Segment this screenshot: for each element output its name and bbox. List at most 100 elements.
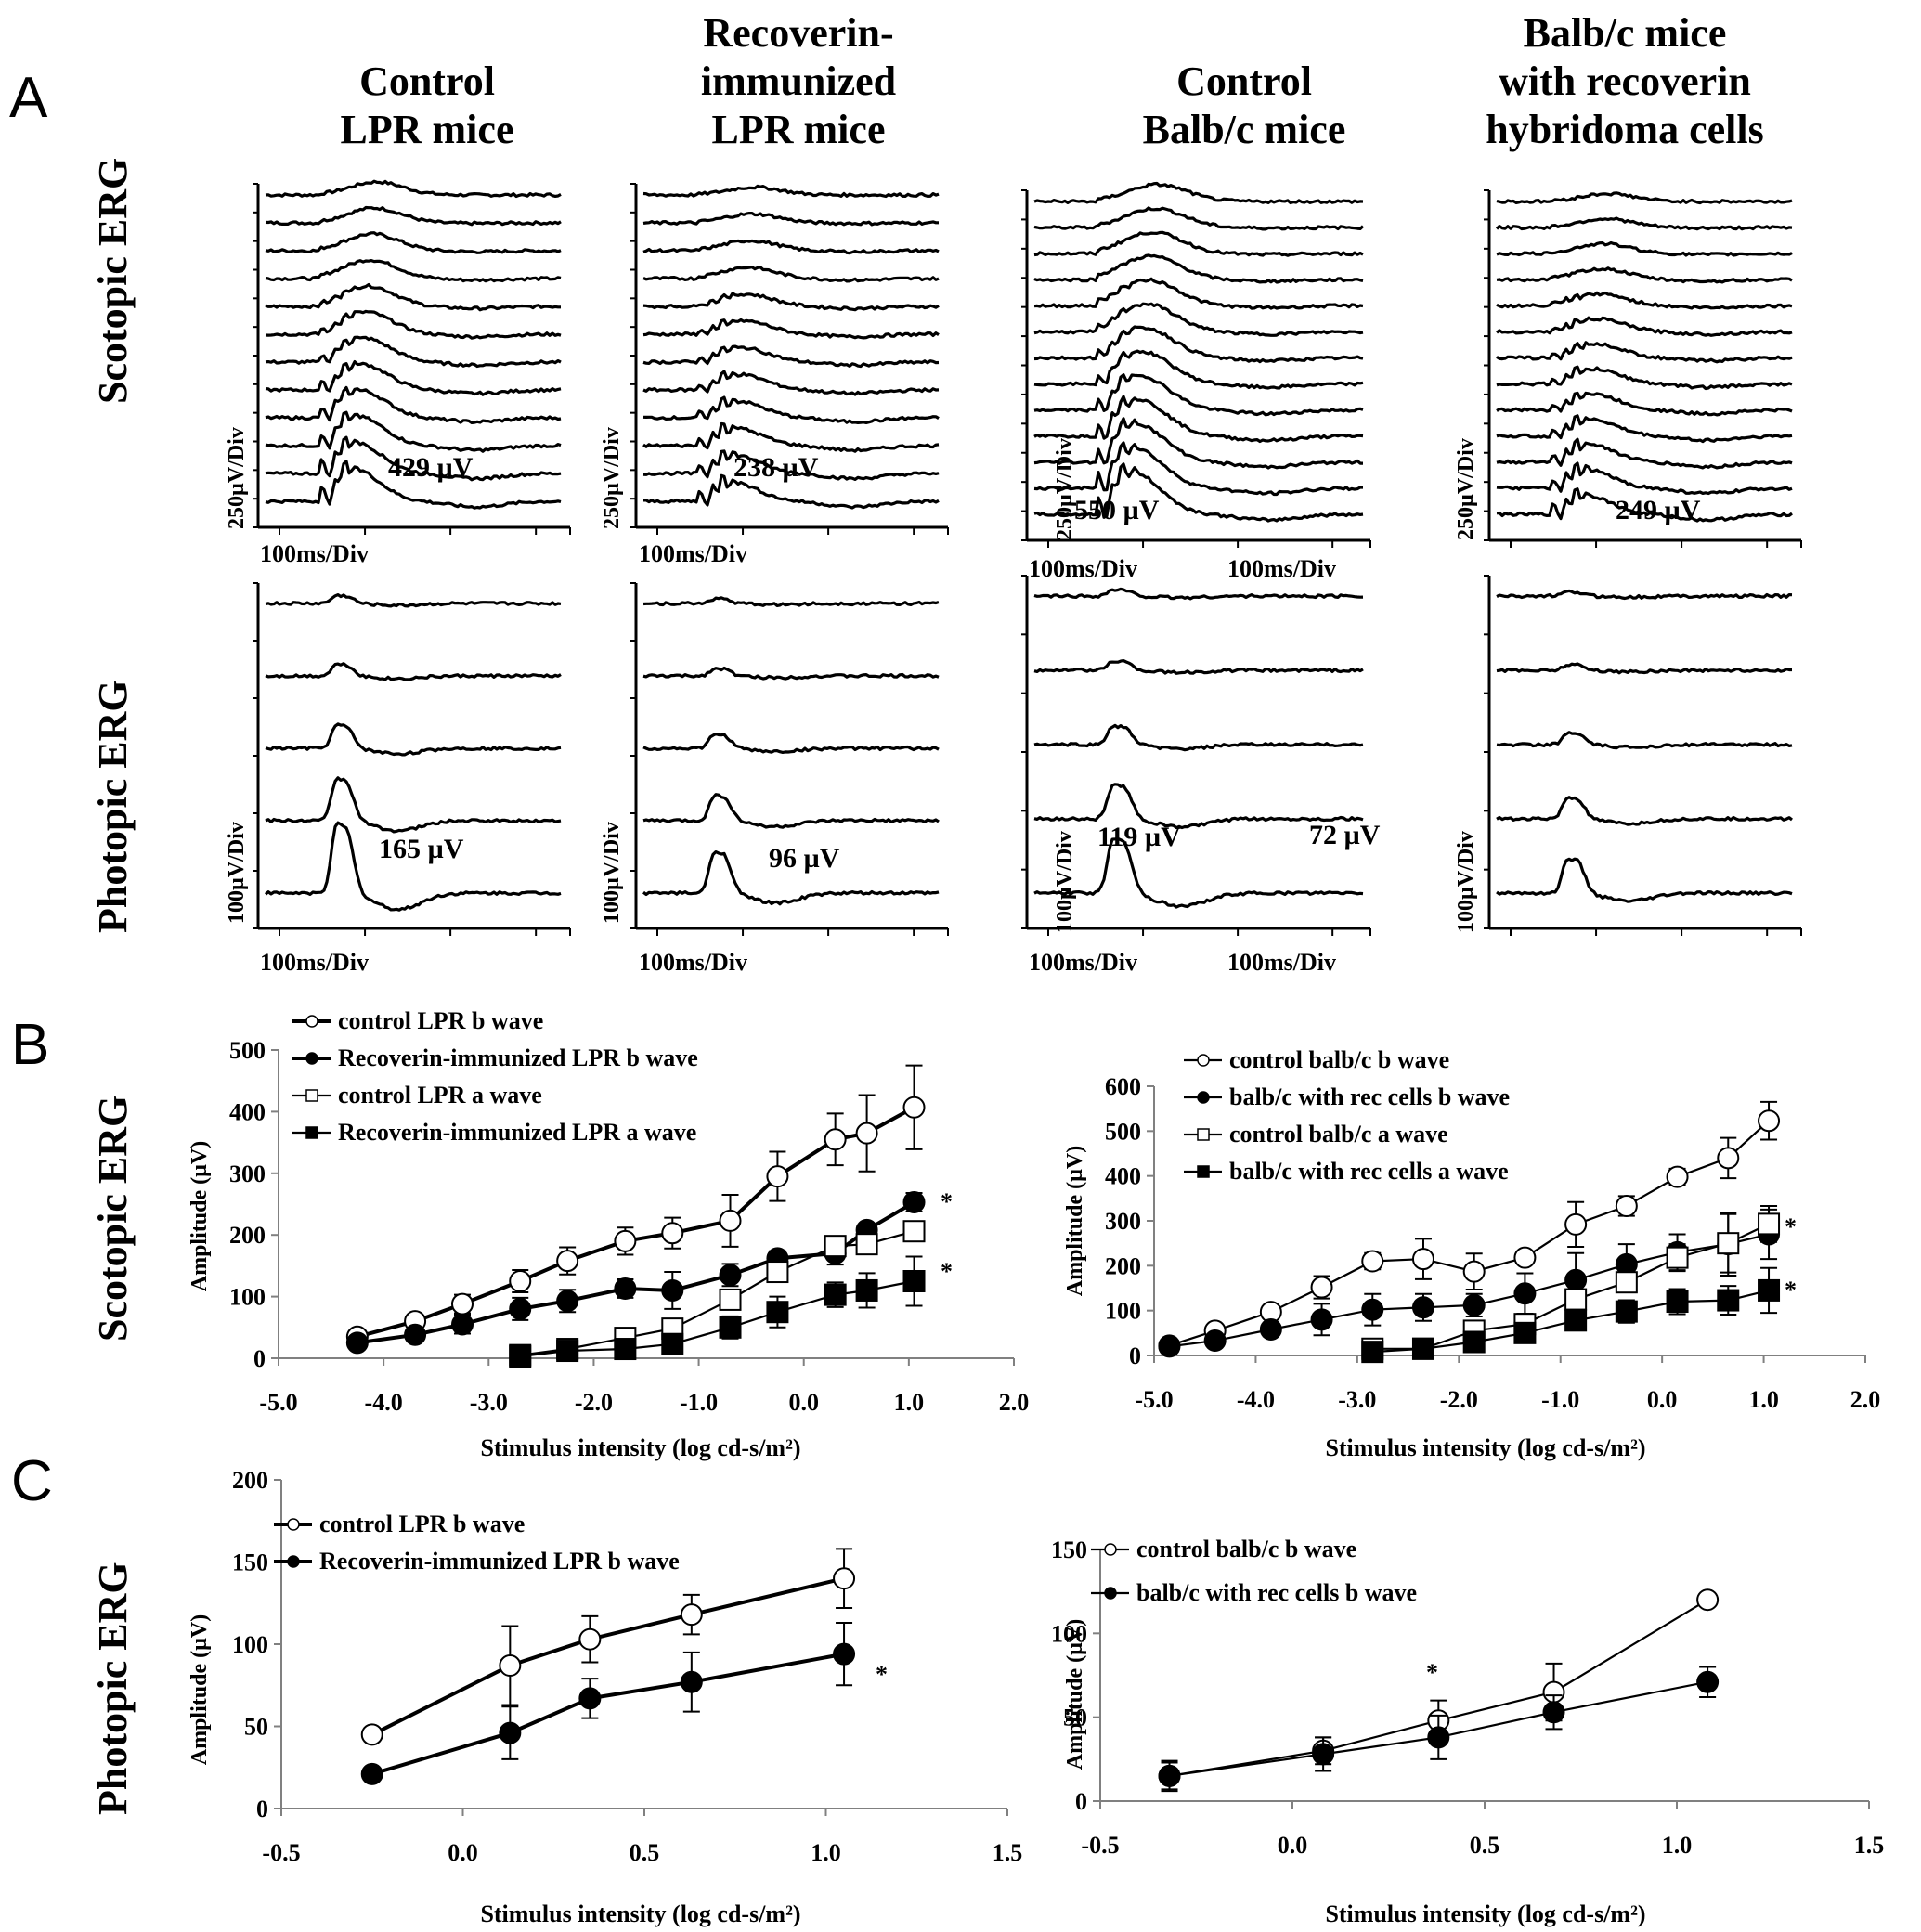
title-line: Control [1176, 58, 1312, 104]
column-title-control-balbc: Control Balb/c mice [1077, 58, 1411, 154]
erg-trace [642, 733, 940, 754]
erg-trace [642, 395, 940, 424]
series-line [520, 1279, 915, 1358]
erg-trace [1496, 487, 1793, 523]
series-line [371, 1652, 845, 1776]
erg-trace [1033, 253, 1364, 284]
data-point [1696, 1588, 1720, 1612]
data-point [855, 1233, 878, 1256]
legend-label: control LPR b wave [338, 1007, 543, 1034]
x-tick-label: 0.0 [1278, 1832, 1308, 1859]
legend-label: control balb/c a wave [1229, 1121, 1448, 1148]
y-axis-title: Amplitude (µV) [188, 1614, 212, 1766]
x-tick-label: 0.5 [1470, 1832, 1500, 1859]
photopic-voltage-scale: 100µV/Div [600, 822, 624, 924]
data-point [824, 1283, 847, 1306]
y-tick-label: 600 [1105, 1073, 1141, 1100]
data-point [1564, 1309, 1588, 1332]
data-point [661, 1222, 684, 1245]
x-tick-label: 1.0 [811, 1839, 841, 1866]
data-point [499, 1721, 522, 1744]
y-axis-title: Amplitude (µV) [1063, 1146, 1087, 1297]
y-tick-label: 400 [1105, 1163, 1141, 1190]
scotopic-voltage-scale: 250µV/Div [600, 427, 624, 529]
x-tick-label: -3.0 [470, 1389, 508, 1416]
legend-marker [287, 1555, 300, 1568]
significance-asterisk: * [1785, 1277, 1797, 1303]
x-tick-label: 0.5 [630, 1839, 660, 1866]
erg-trace [265, 385, 562, 424]
data-point [1158, 1335, 1181, 1358]
data-point [509, 1345, 532, 1368]
data-point [556, 1250, 579, 1273]
series-line [520, 1230, 915, 1356]
data-point [404, 1323, 427, 1346]
erg-trace [265, 309, 562, 340]
data-point [824, 1128, 847, 1151]
data-point [766, 1261, 789, 1284]
legend-item: control balb/c b wave [1184, 1046, 1449, 1073]
data-point [680, 1670, 703, 1693]
legend-item: control balb/c b wave [1091, 1536, 1356, 1562]
title-line: LPR mice [711, 107, 886, 152]
legend-marker [1104, 1587, 1117, 1600]
legend-item: Recoverin-immunized LPR a wave [292, 1119, 696, 1146]
erg-trace [642, 666, 940, 681]
title-line: Balb/c mice [1523, 10, 1727, 56]
erg-trace [1496, 365, 1793, 391]
data-point [1666, 1165, 1689, 1188]
legend-item: balb/c with rec cells b wave [1091, 1579, 1417, 1606]
photopic-voltage-scale: 100µV/Div [1053, 831, 1077, 933]
erg-trace [643, 473, 940, 510]
data-point [1310, 1276, 1333, 1299]
erg-trace [1033, 206, 1365, 231]
y-tick-label: 300 [1105, 1208, 1141, 1235]
photopic-amp-label: 96 µV [769, 843, 840, 874]
legend-marker [1197, 1128, 1210, 1141]
data-point [1462, 1260, 1486, 1283]
erg-trace [1496, 341, 1793, 364]
x-tick-label: 1.5 [993, 1839, 1023, 1866]
column-title-balbc-hybridoma: Balb/c mice with recoverin hybridoma cel… [1448, 9, 1801, 154]
x-tick-label: -2.0 [575, 1389, 613, 1416]
y-tick-label: 100 [1051, 1620, 1087, 1647]
photopic-voltage-scale: 100µV/Div [225, 822, 249, 924]
legend-item: control LPR b wave [292, 1007, 543, 1034]
legend-marker [305, 1052, 318, 1065]
y-tick-label: 300 [229, 1160, 266, 1187]
x-tick-label: -1.0 [1541, 1386, 1579, 1413]
column-title-recoverin-lpr: Recoverin- immunized LPR mice [650, 9, 947, 154]
time-scale: 100ms/Div [639, 540, 747, 567]
legend-marker [305, 1126, 318, 1139]
legend-marker [305, 1015, 318, 1028]
erg-trace [1033, 325, 1364, 364]
x-tick-label: -0.5 [262, 1839, 300, 1866]
x-tick-label: 0.0 [788, 1389, 819, 1416]
erg-trace [265, 259, 562, 283]
y-tick-label: 200 [232, 1467, 268, 1494]
data-point [1310, 1308, 1333, 1331]
data-point [451, 1313, 474, 1336]
x-tick-label: 2.0 [999, 1389, 1030, 1416]
data-point [1462, 1293, 1486, 1316]
data-point [509, 1270, 532, 1292]
legend-label: balb/c with rec cells b wave [1229, 1083, 1510, 1110]
erg-trace [642, 212, 939, 227]
legend-marker [1197, 1054, 1210, 1067]
erg-trace [1496, 461, 1793, 496]
legend-marker [1197, 1091, 1210, 1104]
photopic-voltage-scale: 100µV/Div [1454, 831, 1478, 933]
erg-trace [642, 344, 940, 369]
data-point [556, 1290, 579, 1313]
scotopic-voltage-scale: 250µV/Div [1454, 438, 1478, 540]
erg-trace [1496, 291, 1793, 310]
data-point [1758, 1109, 1781, 1133]
erg-trace [265, 231, 562, 254]
x-tick-label: 2.0 [1850, 1386, 1881, 1413]
data-point [833, 1642, 856, 1666]
erg-traces [253, 179, 1802, 936]
erg-trace [1033, 659, 1364, 675]
data-point [451, 1292, 474, 1316]
x-tick-label: 1.0 [1662, 1832, 1693, 1859]
data-point [1513, 1246, 1537, 1269]
